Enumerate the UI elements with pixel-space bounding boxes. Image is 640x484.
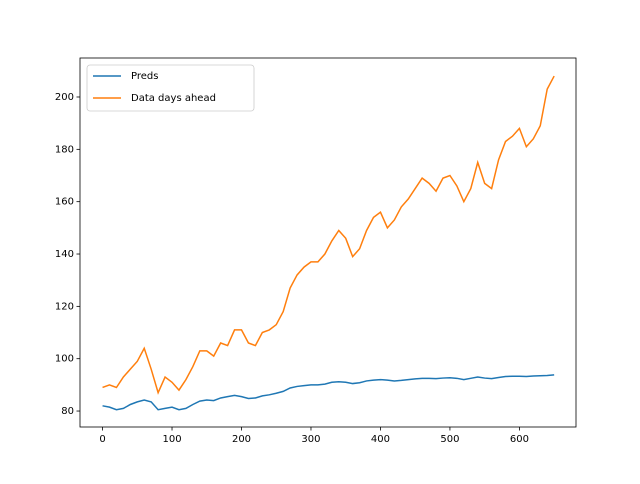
y-tick-label: 180 (55, 144, 74, 155)
y-tick-label: 100 (55, 354, 74, 365)
y-tick-label: 140 (55, 249, 74, 260)
y-tick-label: 160 (55, 197, 74, 208)
legend-label: Preds (131, 71, 158, 82)
x-tick-label: 400 (371, 434, 390, 445)
y-tick-label: 120 (55, 301, 74, 312)
series-line (102, 75, 555, 395)
plot-frame (79, 57, 577, 428)
x-tick-label: 0 (99, 434, 105, 445)
x-tick-label: 600 (510, 434, 529, 445)
x-tick-label: 100 (162, 434, 181, 445)
y-tick-label: 80 (61, 406, 74, 417)
x-tick-label: 500 (440, 434, 459, 445)
y-tick-label: 200 (55, 92, 74, 103)
x-tick-label: 200 (232, 434, 251, 445)
series-line (102, 374, 555, 411)
legend-box (86, 64, 255, 112)
x-tick-label: 300 (301, 434, 320, 445)
legend-label: Data days ahead (131, 93, 216, 104)
